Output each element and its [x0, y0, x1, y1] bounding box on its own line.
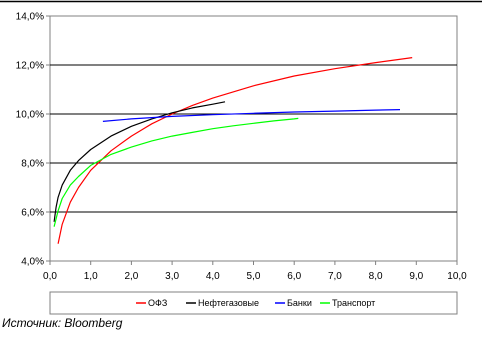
grid-lines [50, 64, 457, 213]
x-tick-label: 10,0 [447, 271, 467, 282]
x-axis-ticks: 0,0 1,0 2,0 3,0 4,0 5,0 6,0 7,0 8,0 9,0 10,0 [43, 261, 467, 282]
x-tick-label: 5,0 [247, 271, 261, 282]
legend-label: Транспорт [332, 298, 375, 308]
x-tick-label: 8,0 [369, 271, 383, 282]
y-tick-label: 4,0% [21, 257, 44, 268]
legend-label: Нефтегазовые [198, 298, 259, 308]
legend-frame [49, 291, 458, 315]
y-tick-label: 12,0% [16, 61, 44, 72]
source-note: Источник: Bloomberg [2, 316, 123, 330]
plot-area-frame [49, 15, 458, 262]
legend-label: ОФЗ [148, 298, 167, 308]
y-tick-label: 6,0% [21, 208, 44, 219]
y-tick-label: 8,0% [21, 159, 44, 170]
x-tick-label: 3,0 [165, 271, 179, 282]
legend-label: Банки [287, 298, 312, 308]
x-tick-label: 2,0 [124, 271, 138, 282]
x-tick-label: 7,0 [328, 271, 342, 282]
x-tick-label: 9,0 [409, 271, 423, 282]
series-lines [53, 57, 413, 244]
x-tick-label: 6,0 [287, 271, 301, 282]
series-line-0 [57, 57, 413, 244]
y-tick-label: 14,0% [16, 12, 44, 23]
series-line-2 [102, 109, 401, 122]
legend: ОФЗ Нефтегазовые Банки Транспорт [136, 298, 375, 308]
x-tick-label: 4,0 [206, 271, 220, 282]
series-line-3 [53, 117, 299, 227]
x-tick-label: 0,0 [43, 271, 57, 282]
y-axis-ticks: 4,0% 6,0% 8,0% 10,0% 12,0% 14,0% [16, 12, 50, 268]
y-tick-label: 10,0% [16, 110, 44, 121]
x-tick-label: 1,0 [84, 271, 98, 282]
series-line-1 [53, 101, 226, 222]
